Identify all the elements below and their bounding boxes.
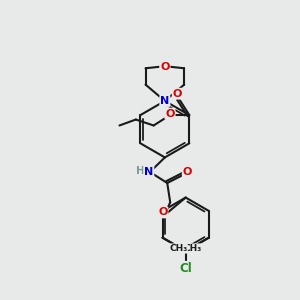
Text: N: N [160,96,170,106]
Text: H: H [136,166,144,176]
Text: Cl: Cl [179,262,192,275]
Text: O: O [158,207,167,218]
Text: CH₃: CH₃ [169,244,188,253]
Text: CH₃: CH₃ [184,244,202,253]
Text: N: N [144,167,153,177]
Text: O: O [165,109,175,118]
Text: O: O [183,167,192,177]
Text: O: O [160,62,170,72]
Text: O: O [173,89,182,99]
